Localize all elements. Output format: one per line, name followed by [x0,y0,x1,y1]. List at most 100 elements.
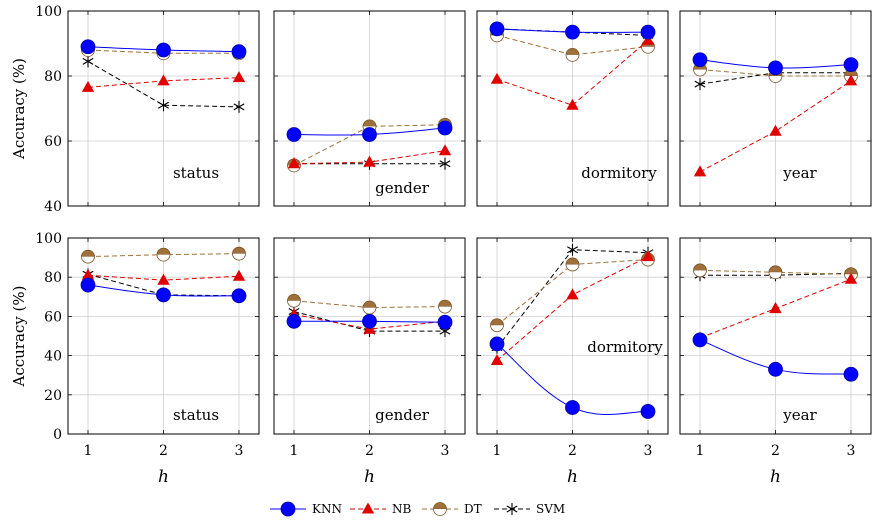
series-line-nb [699,80,852,173]
panel-frame [476,10,669,207]
data-point-knn [231,44,247,60]
panel-label-status: status [173,406,219,424]
legend: KNN NB DT SVM [270,501,565,517]
y-tick-label: 100 [35,231,62,247]
data-point-nb [232,269,246,281]
data-point-knn [489,21,505,37]
data-point-nb [361,502,375,514]
series-line-svm [293,311,445,332]
legend-item-svm: SVM [494,502,565,516]
data-point-knn [362,127,377,142]
data-point-svm [233,100,245,113]
data-point-knn [489,336,505,352]
data-point-svm [158,99,169,112]
series-line-dt [496,34,649,56]
data-point-nb [490,72,504,84]
series-line-svm [87,273,240,297]
y-tick-label: 80 [44,69,62,85]
data-point-dt [156,247,171,262]
data-point-dt [362,300,377,315]
data-point-nb [566,288,579,300]
y-tick-label: 60 [44,309,62,325]
y-tick-label: 40 [44,199,62,215]
data-point-knn [768,361,783,377]
data-point-svm [694,78,706,91]
data-point-nb [232,71,246,83]
y-tick-label: 100 [35,4,62,20]
legend-label: SVM [536,502,565,516]
x-tick-label: 3 [441,443,450,459]
panel-label-year: year [782,406,817,424]
x-axis-label: h [158,467,169,487]
data-point-knn [80,39,96,55]
data-point-knn [692,52,708,68]
panel-frame [67,237,260,435]
panel-frame [273,237,466,435]
panel-gender-row1: gender [273,10,466,207]
data-point-dt [768,265,783,280]
x-tick-label: 1 [84,443,93,459]
panel-label-year: year [782,164,817,182]
data-point-knn [156,42,171,58]
data-point-nb [157,74,170,86]
panel-dormitory-row1: dormitory [476,10,669,207]
panel-dormitory-row2: dormitory [476,237,669,435]
panel-frame [476,237,669,435]
data-point-knn [231,288,247,304]
legend-label: DT [464,502,482,516]
data-point-knn [362,313,377,329]
data-point-nb [81,80,95,92]
data-point-nb [641,250,655,262]
x-axis-label: h [567,467,578,487]
panel-label-dormitory: dormitory [581,164,657,182]
data-point-knn [640,404,656,419]
series-line-nb [496,39,649,106]
y-tick-label: 80 [44,270,62,286]
grid [274,10,465,207]
x-tick-label: 3 [235,443,244,459]
panel-year-row2: year [679,237,872,435]
data-point-dt [232,246,246,261]
data-point-dt [565,257,580,272]
data-point-dt [693,263,707,278]
data-point-dt [81,249,95,264]
data-point-svm [82,55,94,68]
panel-frame [273,10,466,207]
data-point-nb [566,98,579,110]
grid [68,237,259,435]
panel-gender-row2: gender [273,237,466,435]
y-axis-label: Accuracy (%) [10,285,28,387]
grid [680,10,871,207]
panel-year-row1: year [679,10,872,207]
data-point-nb [844,74,858,86]
data-point-nb [490,354,504,366]
y-tick-label: 20 [44,388,62,404]
x-tick-label: 1 [290,443,299,459]
data-point-nb [363,155,376,167]
data-point-knn [768,60,783,76]
x-tick-label: 2 [159,443,168,459]
data-point-knn [286,313,302,329]
tick-marks [68,237,259,435]
legend-item-knn: KNN [270,501,342,517]
data-point-svm [567,243,578,256]
panel-label-dormitory: dormitory [587,338,663,356]
y-tick-label: 0 [53,427,62,443]
y-axis-label: Accuracy (%) [10,58,28,160]
x-tick-label: 2 [365,443,374,459]
data-point-knn [565,400,580,415]
x-tick-label: 3 [847,443,856,459]
data-point-knn [156,287,171,303]
data-point-knn [640,24,656,40]
x-axis-label: h [770,467,781,487]
panel-frame [679,10,872,207]
legend-label: NB [392,502,412,516]
data-point-knn [565,24,580,40]
data-point-knn [437,120,453,136]
data-point-knn [286,127,302,142]
data-point-nb [769,124,782,136]
data-point-knn [692,332,708,348]
data-point-nb [769,302,782,314]
x-tick-label: 3 [644,443,653,459]
